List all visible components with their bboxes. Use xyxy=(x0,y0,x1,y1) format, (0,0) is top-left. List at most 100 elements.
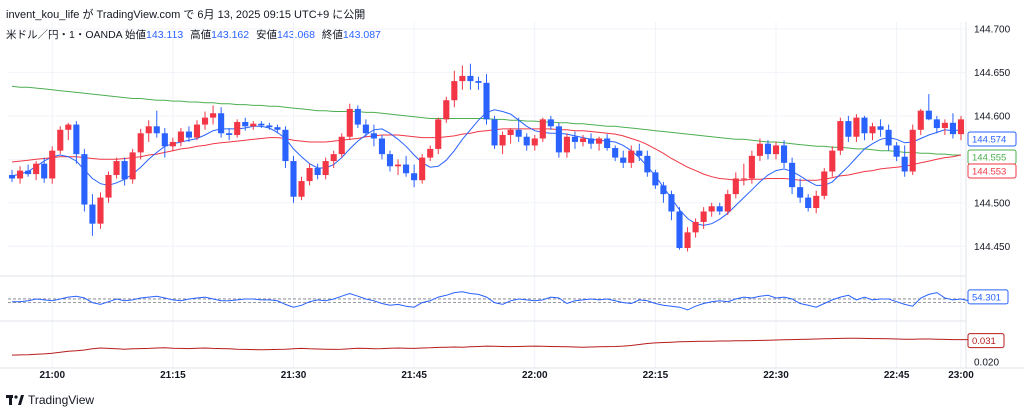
candle-body[interactable] xyxy=(145,126,152,134)
candle-body[interactable] xyxy=(113,161,120,175)
candle-body[interactable] xyxy=(330,154,337,162)
candle-body[interactable] xyxy=(8,174,16,179)
candle-body[interactable] xyxy=(652,172,659,186)
candle-body[interactable] xyxy=(386,154,394,167)
candle-body[interactable] xyxy=(459,75,466,82)
candle-body[interactable] xyxy=(370,133,377,139)
candle-body[interactable] xyxy=(877,126,884,130)
candle-body[interactable] xyxy=(708,206,715,212)
candle-body[interactable] xyxy=(298,181,305,197)
candle-body[interactable] xyxy=(644,155,651,173)
candle-body[interactable] xyxy=(161,133,168,147)
candle-body[interactable] xyxy=(65,124,72,130)
candle-body[interactable] xyxy=(756,143,763,156)
candle-body[interactable] xyxy=(917,110,924,130)
candle-body[interactable] xyxy=(869,126,876,134)
candle-body[interactable] xyxy=(684,232,691,249)
candle-body[interactable] xyxy=(97,197,104,224)
candle-body[interactable] xyxy=(234,121,241,136)
candle-body[interactable] xyxy=(636,150,643,156)
candle-body[interactable] xyxy=(169,141,176,147)
candle-body[interactable] xyxy=(515,129,522,137)
candle-body[interactable] xyxy=(957,119,965,135)
candle-body[interactable] xyxy=(885,129,892,146)
candle-body[interactable] xyxy=(507,129,514,136)
candle-body[interactable] xyxy=(193,124,201,138)
candle-body[interactable] xyxy=(797,187,804,198)
candle-body[interactable] xyxy=(419,157,426,181)
candle-body[interactable] xyxy=(129,152,136,180)
candle-body[interactable] xyxy=(137,133,144,153)
candle-body[interactable] xyxy=(403,164,410,174)
candle-body[interactable] xyxy=(853,117,860,137)
candle-body[interactable] xyxy=(612,148,619,158)
candle-body[interactable] xyxy=(411,173,418,181)
candle-body[interactable] xyxy=(475,81,482,83)
candle-body[interactable] xyxy=(266,125,273,128)
candle-body[interactable] xyxy=(579,138,587,142)
candle-body[interactable] xyxy=(435,119,442,149)
candle-body[interactable] xyxy=(443,100,450,120)
candle-body[interactable] xyxy=(250,123,257,127)
candle-body[interactable] xyxy=(218,113,225,134)
candle-body[interactable] xyxy=(901,156,908,172)
candle-body[interactable] xyxy=(909,129,916,172)
candle-body[interactable] xyxy=(17,170,24,179)
candle-body[interactable] xyxy=(772,145,780,155)
candle-body[interactable] xyxy=(394,164,402,167)
candle-body[interactable] xyxy=(73,124,80,155)
candle-body[interactable] xyxy=(33,163,40,175)
candle-body[interactable] xyxy=(322,161,329,175)
candle-body[interactable] xyxy=(668,194,675,212)
candle-body[interactable] xyxy=(258,123,265,126)
candle-body[interactable] xyxy=(724,194,731,212)
candle-body[interactable] xyxy=(555,126,562,153)
candle-body[interactable] xyxy=(531,138,538,146)
candle-body[interactable] xyxy=(547,119,554,127)
candle-body[interactable] xyxy=(676,211,683,249)
candle-body[interactable] xyxy=(805,197,812,209)
candle-body[interactable] xyxy=(499,135,506,146)
candle-body[interactable] xyxy=(338,136,345,155)
candle-body[interactable] xyxy=(604,138,611,149)
candle-body[interactable] xyxy=(845,121,852,137)
candle-body[interactable] xyxy=(933,119,940,129)
symbol-name[interactable]: 米ドル／円・1・OANDA xyxy=(6,29,123,41)
candle-body[interactable] xyxy=(201,117,209,125)
candle-body[interactable] xyxy=(620,157,627,163)
candle-body[interactable] xyxy=(925,110,932,120)
candle-body[interactable] xyxy=(587,138,595,144)
candle-body[interactable] xyxy=(491,119,498,146)
candle-body[interactable] xyxy=(861,117,868,134)
candle-body[interactable] xyxy=(789,162,796,188)
candle-body[interactable] xyxy=(153,126,160,134)
candle-body[interactable] xyxy=(780,145,788,163)
candle-body[interactable] xyxy=(81,154,88,205)
candle-body[interactable] xyxy=(282,129,289,162)
candle-body[interactable] xyxy=(829,150,836,172)
candle-body[interactable] xyxy=(893,145,900,157)
candle-body[interactable] xyxy=(764,143,772,155)
candle-body[interactable] xyxy=(274,127,281,130)
candle-body[interactable] xyxy=(290,161,297,197)
candle-body[interactable] xyxy=(539,119,546,139)
candle-body[interactable] xyxy=(716,206,723,212)
candle-body[interactable] xyxy=(346,108,353,137)
candle-body[interactable] xyxy=(306,168,313,182)
candle-body[interactable] xyxy=(362,124,369,134)
candle-body[interactable] xyxy=(813,195,820,209)
candle-body[interactable] xyxy=(571,136,579,142)
candle-body[interactable] xyxy=(628,150,635,163)
candle-body[interactable] xyxy=(837,121,844,151)
candle-body[interactable] xyxy=(483,82,490,120)
candle-body[interactable] xyxy=(121,161,128,180)
candle-body[interactable] xyxy=(740,178,747,180)
candle-body[interactable] xyxy=(821,171,828,196)
candle-body[interactable] xyxy=(226,133,233,136)
candle-body[interactable] xyxy=(57,129,64,151)
candle-body[interactable] xyxy=(692,221,699,233)
candle-body[interactable] xyxy=(467,75,474,82)
candle-body[interactable] xyxy=(660,185,667,195)
candle-body[interactable] xyxy=(89,204,96,224)
